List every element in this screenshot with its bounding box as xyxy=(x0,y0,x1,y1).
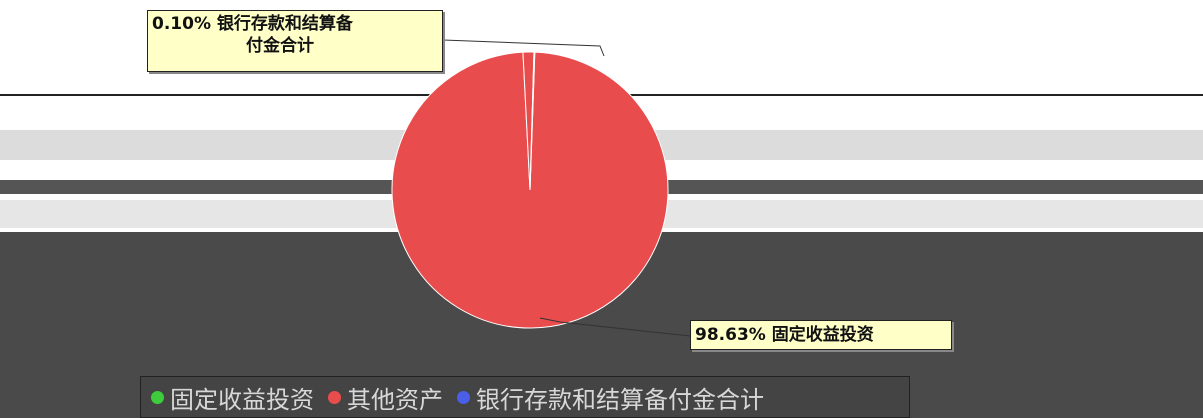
legend-item-fixed-income: 固定收益投资 xyxy=(151,380,314,415)
chart-legend: 固定收益投资 其他资产 银行存款和结算备付金合计 xyxy=(140,376,910,418)
callout-bank-deposits-line1: 银行存款和结算备 xyxy=(216,14,353,34)
callout-bank-deposits-line2: 付金合计 xyxy=(246,36,314,56)
leader-line-1 xyxy=(539,317,691,337)
legend-label-fixed-income: 固定收益投资 xyxy=(170,385,314,414)
pie-slice-2 xyxy=(529,51,536,191)
pie-slice-0 xyxy=(391,51,669,329)
leader-line-0 xyxy=(442,39,605,57)
legend-swatch-bank-deposits xyxy=(457,390,470,404)
legend-swatch-fixed-income xyxy=(151,390,164,404)
callout-fixed-income-pct: 98.63% xyxy=(695,325,766,345)
callout-fixed-income-label: 固定收益投资 xyxy=(771,325,874,345)
legend-swatch-other-assets xyxy=(328,390,341,404)
callout-bank-deposits: 0.10% 银行存款和结算备 付金合计 xyxy=(147,10,443,72)
callout-bank-deposits-pct: 0.10% xyxy=(152,14,211,34)
legend-item-other-assets: 其他资产 xyxy=(328,380,443,415)
callout-fixed-income: 98.63% 固定收益投资 xyxy=(690,320,952,350)
legend-item-bank-deposits: 银行存款和结算备付金合计 xyxy=(457,380,764,415)
legend-label-other-assets: 其他资产 xyxy=(347,385,443,414)
legend-label-bank-deposits: 银行存款和结算备付金合计 xyxy=(476,385,764,414)
